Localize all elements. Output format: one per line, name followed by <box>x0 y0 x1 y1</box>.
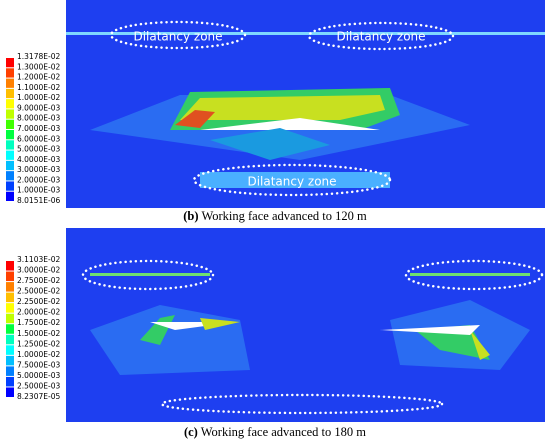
legend-label: 2.5000E-02 <box>17 287 60 296</box>
legend-swatch <box>6 88 14 99</box>
contour-b: Dilatancy zone Dilatancy zone Dilatancy … <box>66 0 545 208</box>
legend-label: 6.0000E-03 <box>17 134 60 143</box>
legend-label: 3.0000E-03 <box>17 165 60 174</box>
legend-label: 1.0000E-02 <box>17 350 60 359</box>
caption-label: (b) <box>183 209 198 223</box>
legend-swatch <box>6 366 14 376</box>
legend-label: 2.0000E-02 <box>17 308 60 317</box>
legend-label: 1.5000E-02 <box>17 329 60 338</box>
legend-label: 8.2307E-05 <box>17 392 60 401</box>
legend-swatch <box>6 119 14 129</box>
legend-label: 2.5000E-03 <box>17 381 60 390</box>
legend-swatch <box>6 387 14 397</box>
legend-label: 3.1103E-02 <box>17 255 60 264</box>
legend-label: 1.0000E-03 <box>17 186 60 195</box>
legend-swatch <box>6 292 14 303</box>
legend-swatch <box>6 334 14 345</box>
legend-label: 2.2500E-02 <box>17 297 60 306</box>
legend-swatch <box>6 376 14 387</box>
legend-label: 2.7500E-02 <box>17 276 60 285</box>
legend-swatch <box>6 191 14 201</box>
legend-swatch <box>6 150 14 160</box>
legend-label: 1.2500E-02 <box>17 339 60 348</box>
legend-label: 9.0000E-03 <box>17 103 60 112</box>
legend-swatch <box>6 78 14 88</box>
legend-label: 1.2000E-02 <box>17 73 60 82</box>
annotation: Dilatancy zone <box>336 30 425 44</box>
legend-swatch <box>6 109 14 119</box>
legend-label: 4.0000E-03 <box>17 155 60 164</box>
legend-label: 8.0151E-06 <box>17 196 60 205</box>
legend-swatch <box>6 313 14 324</box>
legend-swatch <box>6 171 14 181</box>
legend-swatch <box>6 160 14 171</box>
legend-swatch <box>6 282 14 292</box>
caption-text: Working face advanced to 120 m <box>201 209 367 223</box>
legend-label: 1.1000E-02 <box>17 83 60 92</box>
legend-label: 7.5000E-03 <box>17 360 60 369</box>
caption-text: Working face advanced to 180 m <box>201 425 367 439</box>
legend-label: 5.0000E-03 <box>17 145 60 154</box>
legend-swatch <box>6 130 14 140</box>
contour-c <box>66 228 545 422</box>
legend-swatch <box>6 68 14 78</box>
legend-label: 1.3178E-02 <box>17 52 60 61</box>
legend-label: 1.3000E-02 <box>17 62 60 71</box>
legend-label: 1.0000E-02 <box>17 93 60 102</box>
legend-swatch <box>6 271 14 282</box>
caption: (b) Working face advanced to 120 m <box>183 209 367 223</box>
legend-swatch <box>6 303 14 313</box>
legend-swatch <box>6 345 14 355</box>
annotation: Dilatancy zone <box>247 175 336 189</box>
legend-swatch <box>6 261 14 271</box>
legend-swatch <box>6 58 14 68</box>
legend-label: 1.7500E-02 <box>17 318 60 327</box>
legend-label: 7.0000E-03 <box>17 124 60 133</box>
legend-swatch <box>6 99 14 109</box>
legend-swatch <box>6 324 14 334</box>
legend-label: 3.0000E-02 <box>17 266 60 275</box>
caption: (c) Working face advanced to 180 m <box>184 425 366 439</box>
legend-swatch <box>6 355 14 366</box>
legend-label: 2.0000E-03 <box>17 175 60 184</box>
legend-swatch <box>6 181 14 191</box>
annotation: Dilatancy zone <box>133 30 222 44</box>
legend-label: 8.0000E-03 <box>17 114 60 123</box>
caption-label: (c) <box>184 425 198 439</box>
legend-label: 5.0000E-03 <box>17 371 60 380</box>
legend-swatch <box>6 140 14 150</box>
